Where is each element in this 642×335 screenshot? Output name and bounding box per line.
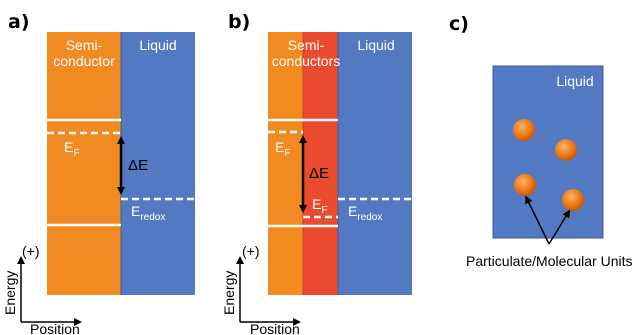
panel-a-delta-label: ΔE: [128, 157, 148, 174]
panel-b-redox-label: Eredox: [348, 203, 382, 223]
particle-4: [562, 189, 584, 211]
panel-b-liquid-region: [338, 32, 412, 295]
pointer-arrow-2: [548, 209, 571, 245]
panel-c: c) Liquid Particulate/Molecular Units: [449, 13, 633, 269]
panel-b-liquid-label: Liquid: [357, 37, 394, 53]
panel-a-semiconductor-label-2: conductor: [53, 53, 115, 69]
particle-2: [555, 139, 577, 161]
panel-b-semiconductor-2-region: [303, 32, 338, 295]
panel-c-liquid-region: [492, 65, 604, 239]
panel-a-semiconductor-region: [47, 32, 121, 295]
panel-b-energy-label: Energy: [221, 271, 237, 315]
panel-a-redox-label: Eredox: [131, 203, 165, 223]
panel-a-liquid-region: [121, 32, 195, 295]
panel-b-fermi-label: EF: [275, 139, 290, 159]
panel-b-position-label: Position: [250, 321, 300, 335]
panel-a-fermi-label: EF: [64, 139, 79, 159]
panel-b-semiconductor-label-1: Semi-: [288, 37, 325, 53]
panel-a-axes: (+) Energy Position: [2, 243, 82, 335]
particle-3: [514, 174, 536, 196]
panel-c-liquid-label: Liquid: [556, 73, 593, 89]
panel-b-semiconductor-1-region: [268, 32, 303, 295]
panel-c-label: c): [449, 13, 469, 35]
panel-c-caption: Particulate/Molecular Units: [466, 253, 633, 269]
panel-b-fermi2-label: EF: [312, 196, 327, 216]
panel-a: a) Semi- conductor Liquid EF Eredox ΔE: [8, 11, 195, 295]
panel-b-semiconductor-label-2: conductors: [272, 53, 340, 69]
panel-b-label: b): [228, 11, 250, 33]
panel-b-axes: (+) Energy Position: [221, 243, 301, 335]
panel-a-position-label: Position: [30, 321, 80, 335]
panel-a-label: a): [8, 11, 30, 33]
panel-a-energy-label: Energy: [2, 271, 18, 315]
panel-a-plus-label: (+): [22, 243, 40, 259]
panel-a-liquid-label: Liquid: [139, 37, 176, 53]
panel-b-delta-label: ΔE: [309, 165, 329, 182]
pointer-arrow-1: [525, 195, 550, 245]
panel-b: b) Semi- conductors Liquid EF EF Eredox …: [228, 11, 412, 295]
particle-1: [513, 119, 535, 141]
panel-b-plus-label: (+): [242, 243, 260, 259]
panel-a-semiconductor-label-1: Semi-: [66, 37, 103, 53]
